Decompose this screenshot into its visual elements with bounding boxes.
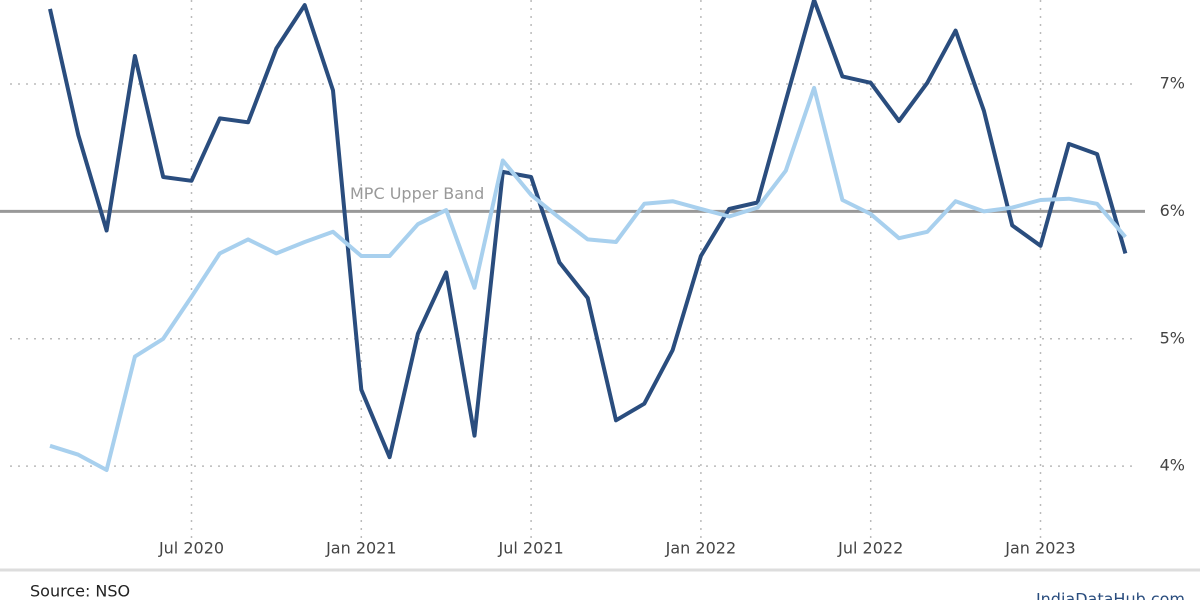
reference-label: MPC Upper Band — [350, 184, 484, 203]
x-tick-label: Jul 2021 — [498, 539, 564, 558]
x-tick-label: Jul 2022 — [837, 539, 903, 558]
y-tick-label: 6% — [1160, 201, 1185, 220]
x-tick-label: Jan 2021 — [325, 539, 396, 558]
y-tick-label: 4% — [1160, 456, 1185, 475]
source: Source: NSO — [30, 582, 130, 600]
x-tick-label: Jul 2020 — [158, 539, 224, 558]
y-tick-label: 7% — [1160, 74, 1185, 93]
x-tick-label: Jan 2023 — [1004, 539, 1075, 558]
x-tick-label: Jan 2022 — [665, 539, 736, 558]
series-line — [49, 85, 1127, 472]
credit: IndiaDataHub.com — [1036, 590, 1185, 600]
y-tick-label: 5% — [1160, 328, 1185, 347]
series-line — [48, 0, 1128, 460]
